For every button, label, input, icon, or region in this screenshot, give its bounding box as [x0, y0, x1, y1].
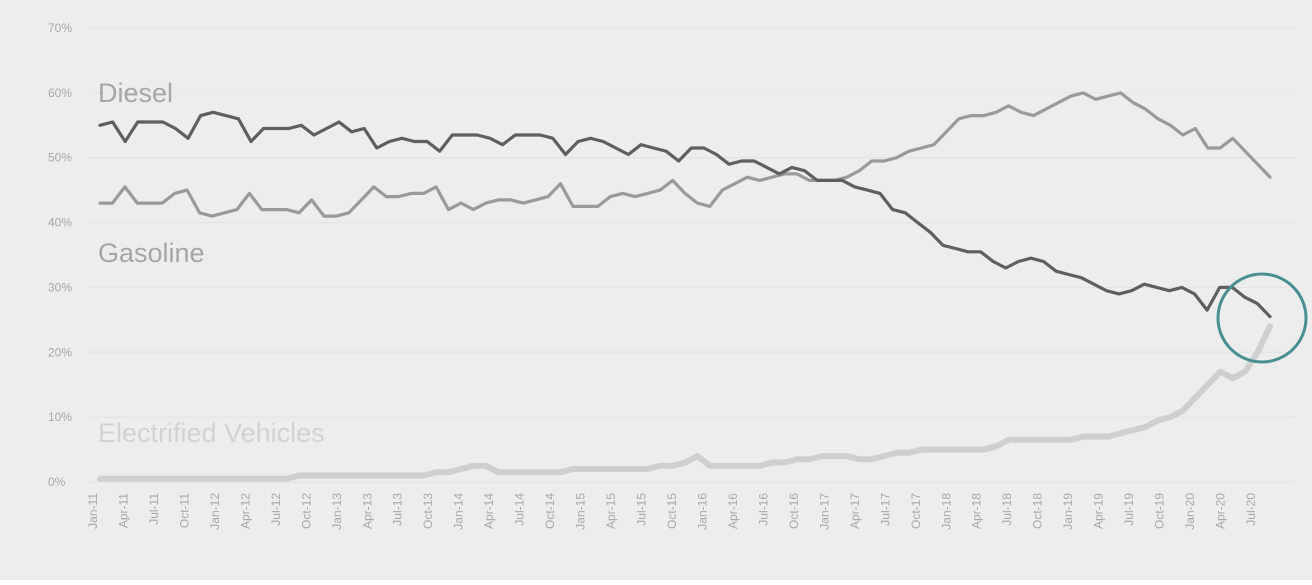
y-tick-label: 50%: [48, 151, 72, 165]
x-tick-label: Jul-18: [1000, 493, 1014, 526]
x-tick-label: Apr-18: [970, 493, 984, 529]
x-tick-label: Jan-14: [452, 493, 466, 530]
y-tick-label: 20%: [48, 345, 72, 359]
x-tick-label: Oct-12: [299, 493, 313, 529]
x-tick-label: Apr-11: [116, 493, 130, 528]
x-tick-label: Jul-12: [269, 493, 283, 526]
x-tick-label: Oct-11: [177, 493, 191, 528]
y-tick-label: 30%: [48, 280, 72, 294]
x-tick-label: Oct-16: [787, 493, 801, 529]
x-tick-label: Jan-11: [86, 493, 100, 529]
x-tick-label: Jul-20: [1244, 493, 1258, 526]
y-tick-label: 70%: [48, 21, 72, 35]
x-tick-label: Apr-15: [604, 493, 618, 529]
y-tick-label: 60%: [48, 86, 72, 100]
series-label-diesel: Diesel: [98, 78, 173, 108]
series-line-gasoline: [98, 91, 1272, 218]
x-tick-label: Jan-12: [208, 493, 222, 530]
x-tick-label: Jan-19: [1061, 493, 1075, 530]
x-tick-label: Apr-16: [726, 493, 740, 529]
x-tick-label: Oct-19: [1153, 493, 1167, 529]
x-tick-label: Jul-19: [1122, 493, 1136, 526]
series-labels: Diesel Gasoline Electrified Vehicles: [98, 78, 325, 448]
x-tick-label: Jan-17: [817, 493, 831, 530]
x-tick-label: Jul-17: [878, 493, 892, 526]
x-tick-label: Apr-12: [238, 493, 252, 529]
series-label-gasoline: Gasoline: [98, 238, 205, 268]
y-tick-label: 10%: [48, 410, 72, 424]
y-axis: 0% 10% 20% 30% 40% 50% 60% 70%: [48, 21, 72, 489]
x-tick-label: Apr-13: [360, 493, 374, 529]
x-tick-label: Apr-20: [1214, 493, 1228, 529]
annotations: [1216, 272, 1308, 364]
y-tick-label: 40%: [48, 216, 72, 230]
x-tick-label: Jan-15: [574, 493, 588, 530]
series-label-electrified-vehicles: Electrified Vehicles: [98, 418, 325, 448]
y-tick-label: 0%: [48, 475, 66, 489]
gridlines: [88, 27, 1295, 483]
x-tick-label: Apr-14: [482, 493, 496, 529]
x-tick-label: Oct-13: [421, 493, 435, 529]
x-tick-label: Oct-14: [543, 493, 557, 529]
x-tick-label: Jul-16: [756, 493, 770, 526]
x-tick-label: Jan-16: [695, 493, 709, 530]
highlight-circle: [1216, 272, 1308, 364]
x-tick-label: Jan-13: [330, 493, 344, 530]
x-tick-label: Oct-15: [665, 493, 679, 529]
x-tick-label: Oct-17: [909, 493, 923, 529]
series-line-electrified-vehicles: [97, 323, 1273, 482]
x-tick-label: Oct-18: [1031, 493, 1045, 529]
x-tick-label: Jul-15: [635, 493, 649, 526]
x-tick-label: Apr-17: [848, 493, 862, 529]
series-line-diesel: [98, 110, 1272, 319]
x-tick-label: Jan-20: [1183, 493, 1197, 530]
x-axis: Jan-11 Apr-11 Jul-11 Oct-11 Jan-12 Apr-12 Jul-…: [86, 493, 1258, 530]
series-lines: [97, 91, 1273, 482]
x-tick-label: Jul-11: [147, 493, 161, 525]
x-tick-label: Jul-14: [513, 493, 527, 526]
x-tick-label: Jul-13: [391, 493, 405, 526]
x-tick-label: Jan-18: [939, 493, 953, 530]
x-tick-label: Apr-19: [1092, 493, 1106, 529]
